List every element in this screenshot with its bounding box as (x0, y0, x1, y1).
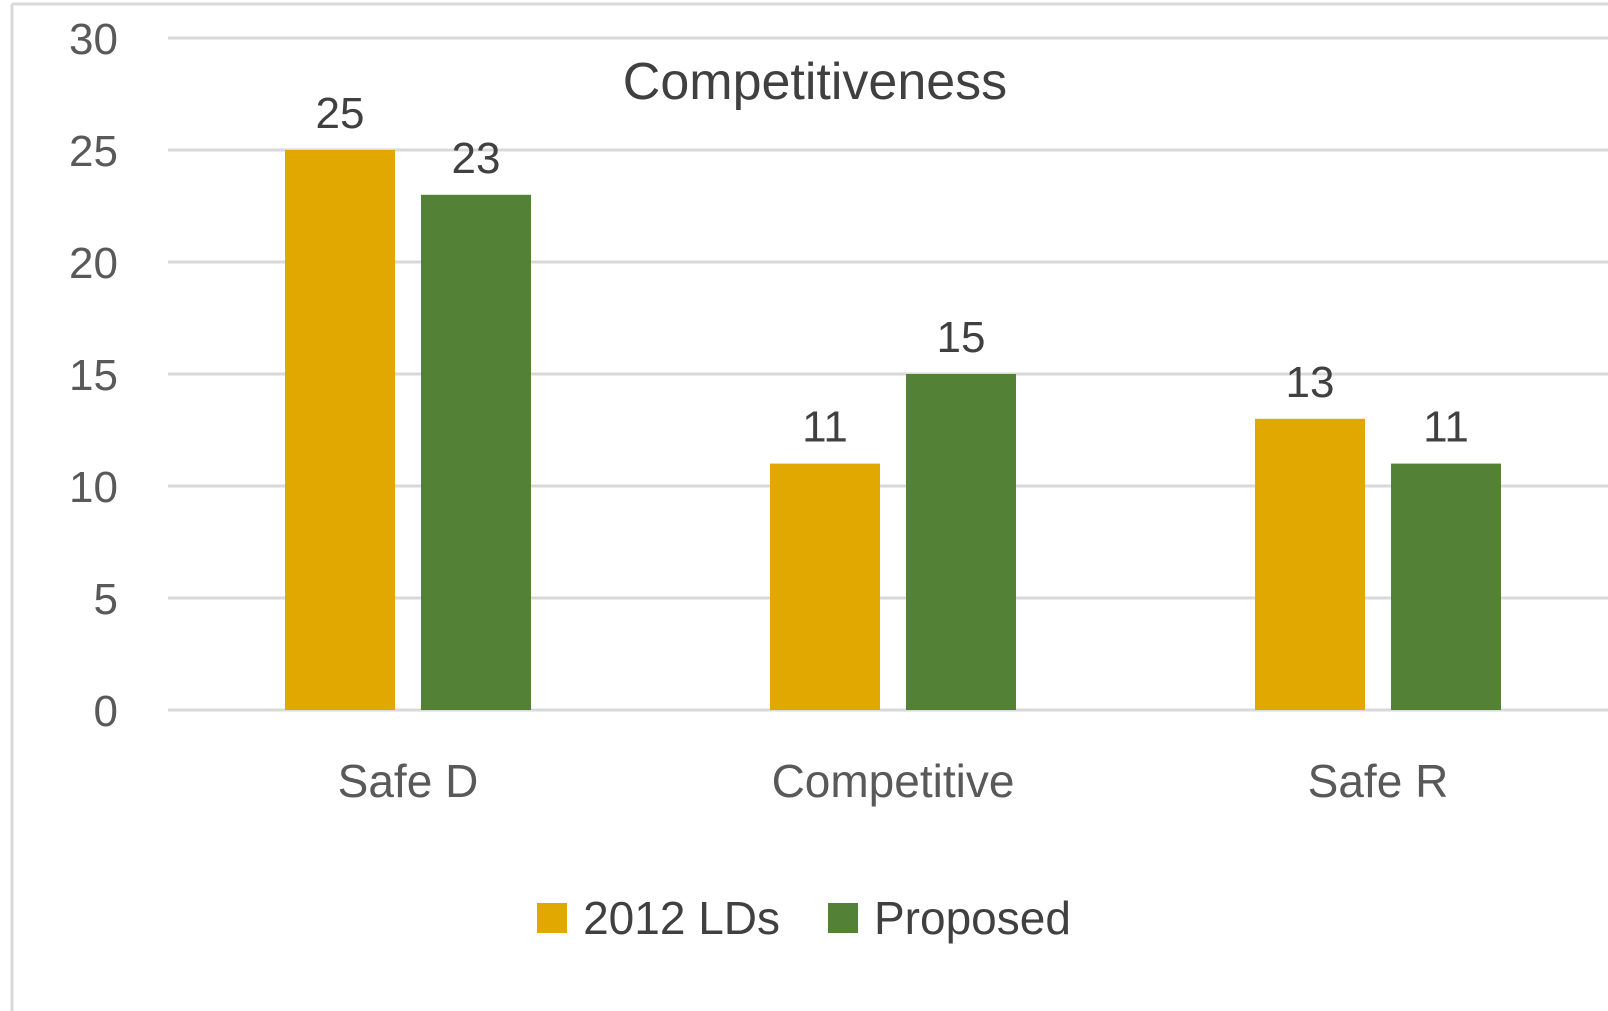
legend-label-2012-lds: 2012 LDs (583, 892, 780, 944)
bar (770, 463, 880, 710)
y-axis-ticks: 0 5 10 15 20 25 30 (69, 15, 118, 736)
y-tick-label: 20 (69, 239, 118, 288)
data-label: 25 (316, 89, 365, 138)
y-tick-label: 0 (94, 687, 118, 736)
bar (421, 194, 531, 711)
data-label: 23 (452, 134, 501, 183)
y-tick-label: 15 (69, 351, 118, 400)
legend-item-proposed: Proposed (828, 891, 1071, 945)
legend: 2012 LDs Proposed (0, 888, 1608, 948)
bar (285, 150, 395, 710)
bars (285, 150, 1501, 711)
legend-label-proposed: Proposed (874, 892, 1071, 944)
gridlines (168, 36, 1608, 712)
x-tick-label: Competitive (772, 755, 1015, 807)
y-tick-label: 10 (69, 463, 118, 512)
bar (1255, 418, 1365, 710)
y-tick-label: 30 (69, 15, 118, 64)
chart-title: Competitiveness (623, 53, 1007, 111)
legend-swatch-proposed (828, 903, 858, 933)
data-label: 15 (937, 313, 986, 362)
x-tick-label: Safe R (1308, 755, 1449, 807)
bar (906, 374, 1016, 710)
bar (1391, 463, 1501, 710)
y-tick-label: 5 (94, 575, 118, 624)
legend-item-2012-lds: 2012 LDs (537, 891, 780, 945)
data-label: 11 (802, 403, 848, 452)
y-tick-label: 25 (69, 127, 118, 176)
data-labels: 25 23 11 15 13 11 (316, 89, 1469, 452)
x-axis-ticks: Safe D Competitive Safe R (338, 755, 1449, 807)
data-label: 13 (1286, 358, 1335, 407)
x-tick-label: Safe D (338, 755, 479, 807)
legend-swatch-2012-lds (537, 903, 568, 933)
data-label: 11 (1423, 403, 1469, 452)
